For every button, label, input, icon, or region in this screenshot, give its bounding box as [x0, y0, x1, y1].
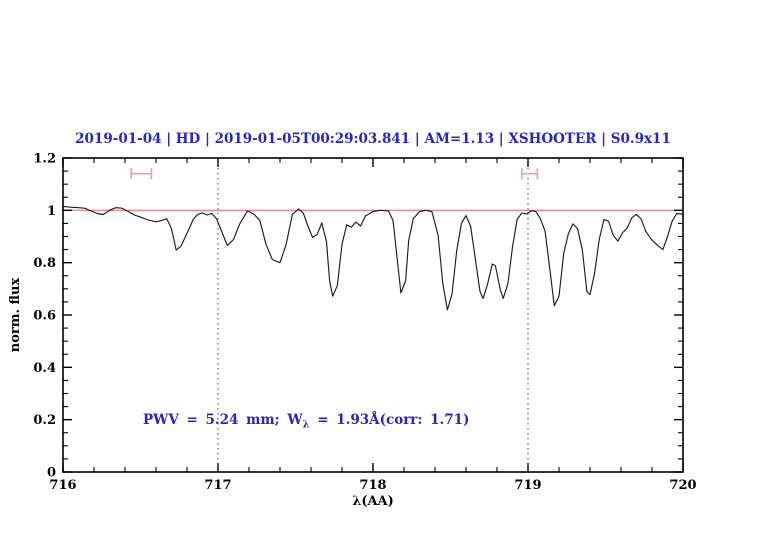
y-tick-label: 1: [47, 204, 56, 219]
x-tick-label: 716: [49, 478, 76, 493]
x-axis-label: λ(AA): [352, 494, 394, 509]
y-tick-label: 0.4: [33, 361, 56, 376]
x-tick-label: 720: [669, 478, 696, 493]
pwv-annotation-suffix: = 1.93Å(corr: 1.71): [309, 412, 470, 428]
spectrum-line: [62, 205, 684, 311]
y-tick-label: 0: [47, 466, 56, 481]
plot-title: 2019-01-04 | HD | 2019-01-05T00:29:03.84…: [75, 131, 671, 147]
y-tick-label: 0.8: [33, 256, 56, 271]
pwv-annotation: PWV = 5.24 mm; Wλ = 1.93Å(corr: 1.71): [143, 412, 469, 431]
x-tick-label: 717: [204, 478, 231, 493]
y-tick-label: 0.6: [33, 309, 56, 324]
y-tick-label: 1.2: [33, 152, 56, 167]
pwv-annotation-lambda-subscript: λ: [302, 419, 310, 431]
x-tick-label: 718: [359, 478, 386, 493]
x-tick-label: 719: [514, 478, 541, 493]
y-tick-label: 0.2: [33, 413, 56, 428]
pwv-annotation-prefix: PWV = 5.24 mm; W: [143, 412, 303, 428]
